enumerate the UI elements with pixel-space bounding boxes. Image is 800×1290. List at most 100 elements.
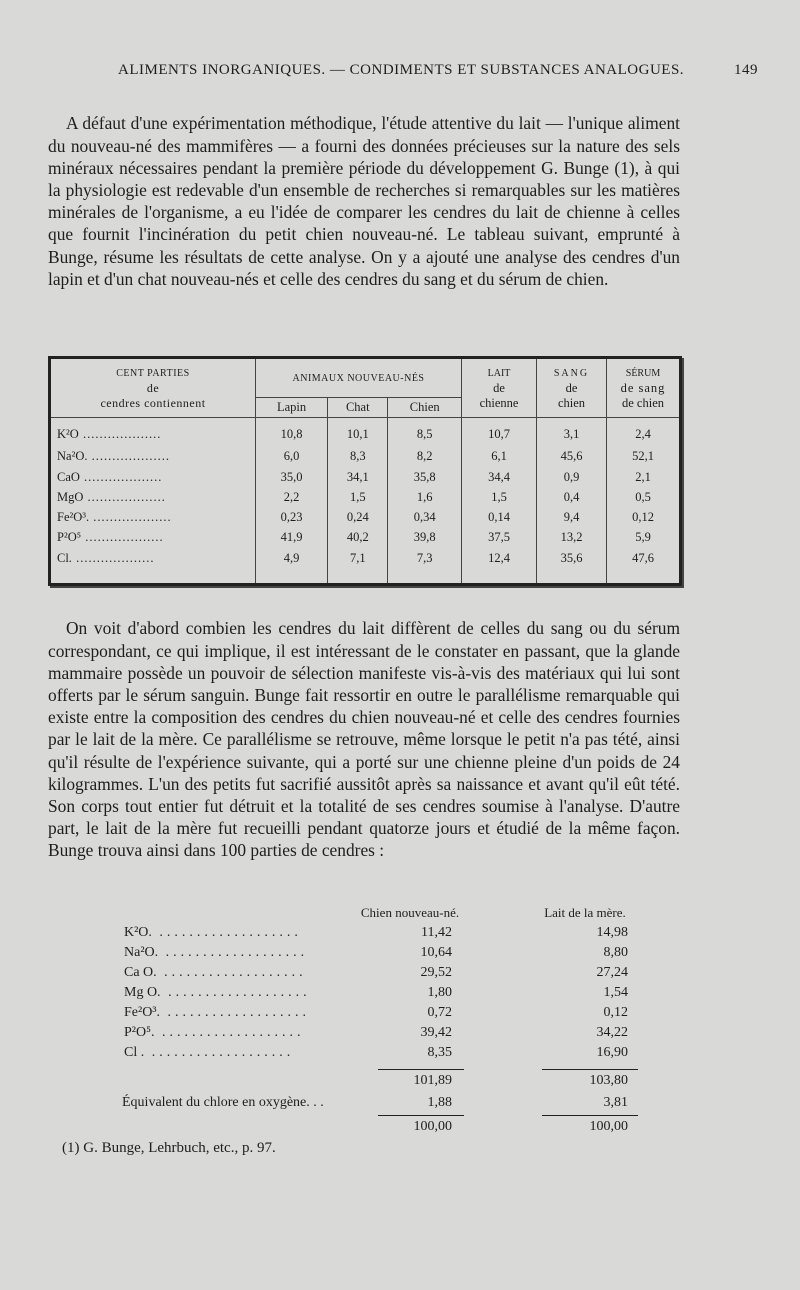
cell-value: 12,4 (461, 549, 537, 585)
leader-dots: ................... (158, 945, 309, 960)
equivalent-value: 1,88 (427, 1095, 453, 1110)
cell-value: 34,22 (596, 1025, 629, 1040)
row-label: Cl. ................... (50, 550, 256, 585)
paragraph-intro: A défaut d'une expérimentation méthodiqu… (48, 113, 680, 289)
compound-label: P²O⁵. (124, 1025, 155, 1040)
total-value: 100,00 (589, 1119, 629, 1134)
cell-value: 2,4 (606, 417, 681, 449)
cell-value: 39,8 (387, 529, 462, 550)
row-label: K²O. ................... (124, 925, 302, 941)
compound-label: K²O. (124, 925, 152, 940)
cell-value: 8,3 (327, 448, 388, 469)
total-row: 100,00 100,00 (110, 1119, 650, 1139)
row-label: P²O⁵. ................... (124, 1025, 304, 1041)
cell-value: 0,23 (254, 509, 328, 530)
cell-value: 41,9 (254, 529, 328, 550)
cell-value: 8,5 (387, 417, 462, 449)
cell-value: 7,3 (387, 549, 462, 585)
row-label: Cl . ................... (124, 1045, 294, 1061)
header-line: de (146, 380, 160, 395)
header-line: SANG (553, 367, 590, 379)
cell-value: 13,2 (536, 529, 607, 550)
row-label: Na²O. ................... (50, 448, 256, 468)
header-line: LAIT (487, 367, 511, 379)
cell-value: 7,1 (327, 549, 388, 585)
compound-label: Ca O. (124, 965, 157, 980)
leader-dots: ................... (87, 449, 170, 464)
table-row: K²O. ................... 11,42 14,98 (110, 925, 650, 945)
page-number: 149 (734, 62, 758, 78)
table-row: Na²O. ................... 6,0 8,3 8,2 6,1 45,… (50, 448, 681, 469)
cell-value: 10,1 (327, 417, 388, 449)
cell-value: 2,1 (606, 468, 681, 489)
cell-value: 0,12 (603, 1005, 629, 1020)
header-sang: SANG de chien (536, 357, 607, 418)
cell-value: 0,14 (461, 509, 537, 530)
row-label: Ca O. ................... (124, 965, 307, 981)
table-row: Mg O. ................... 1,80 1,54 (110, 985, 650, 1005)
compound-label: Cl . (124, 1045, 145, 1060)
cell-value: 34,4 (461, 468, 537, 489)
compound-label: K²O (57, 427, 79, 441)
cell-value: 27,24 (596, 965, 629, 980)
cell-value: 1,6 (387, 488, 462, 510)
cell-value: 39,42 (420, 1025, 453, 1040)
cell-value: 2,2 (254, 488, 328, 510)
table-row: Ca O. ................... 29,52 27,24 (110, 965, 650, 985)
leader-dots: ................... (83, 489, 166, 504)
table-row: Cl. ................... 4,9 7,1 7,3 12,4 35,6… (50, 549, 681, 585)
table-row: Na²O. ................... 10,64 8,80 (110, 945, 650, 965)
header-line: chienne (479, 395, 519, 410)
compound-label: CaO (57, 469, 80, 484)
compound-label: Mg O. (124, 985, 161, 1000)
leader-dots: ................... (81, 530, 164, 545)
header-chien-nouveau-ne: Chien nouveau-né. (360, 905, 460, 920)
cell-value: 5,9 (606, 529, 681, 550)
cell-value: 0,34 (387, 509, 462, 530)
header-line: de chien (622, 395, 664, 410)
compound-label: P²O⁵ (57, 530, 82, 545)
cell-value: 14,98 (596, 925, 629, 940)
leader-dots: ................... (71, 550, 155, 565)
header-line: chien (557, 395, 586, 410)
cell-value: 1,5 (327, 488, 388, 510)
header-chien: Chien (387, 397, 462, 418)
table2-header: Chien nouveau-né. Lait de la mère. (110, 905, 650, 925)
cell-value: 0,72 (427, 1005, 453, 1020)
leader-dots: ................... (154, 1025, 305, 1040)
equivalent-row: Équivalent du chlore en oxygène. . . 1,8… (110, 1095, 650, 1115)
compound-label: Fe²O³. (124, 1005, 161, 1020)
header-animaux: ANIMAUX NOUVEAU-NÉS (255, 357, 462, 398)
row-label: CaO ................... (50, 469, 256, 489)
total-rule (378, 1115, 464, 1116)
cell-value: 3,1 (536, 417, 607, 449)
cell-value: 35,8 (387, 468, 462, 489)
row-label: K²O ................... (49, 417, 256, 449)
cell-value: 4,9 (254, 549, 328, 585)
total-rule (542, 1115, 638, 1116)
cell-value: 8,80 (603, 945, 629, 960)
cell-value: 1,80 (427, 985, 453, 1000)
cell-value: 34,1 (327, 468, 388, 489)
sum-rule (542, 1069, 638, 1070)
leader-dots: ................... (156, 965, 307, 980)
cell-value: 9,4 (536, 509, 607, 530)
subtotal-value: 101,89 (413, 1073, 453, 1088)
header-line: de (565, 380, 578, 395)
equivalent-value: 3,81 (603, 1095, 629, 1110)
header-lapin: Lapin (254, 397, 328, 418)
header-line: CENT PARTIES (116, 367, 190, 379)
table-row: Cl . ................... 8,35 16,90 (110, 1045, 650, 1065)
row-label: P²O⁵ ................... (50, 529, 256, 549)
cell-value: 8,35 (427, 1045, 453, 1060)
leader-dots: ................... (144, 1045, 295, 1060)
subtotal-row: 101,89 103,80 (110, 1073, 650, 1093)
equivalent-label: Équivalent du chlore en oxygène. . . (122, 1095, 324, 1110)
row-label: Fe²O³. ................... (50, 509, 256, 529)
sum-rule (378, 1069, 464, 1070)
header-serum: SÉRUM de sang de chien (606, 357, 681, 418)
paragraph-discussion: On voit d'abord combien les cendres du l… (48, 618, 680, 861)
leader-dots: ................... (78, 427, 162, 441)
leader-dots: ................... (160, 985, 311, 1000)
header-chat: Chat (327, 397, 388, 418)
